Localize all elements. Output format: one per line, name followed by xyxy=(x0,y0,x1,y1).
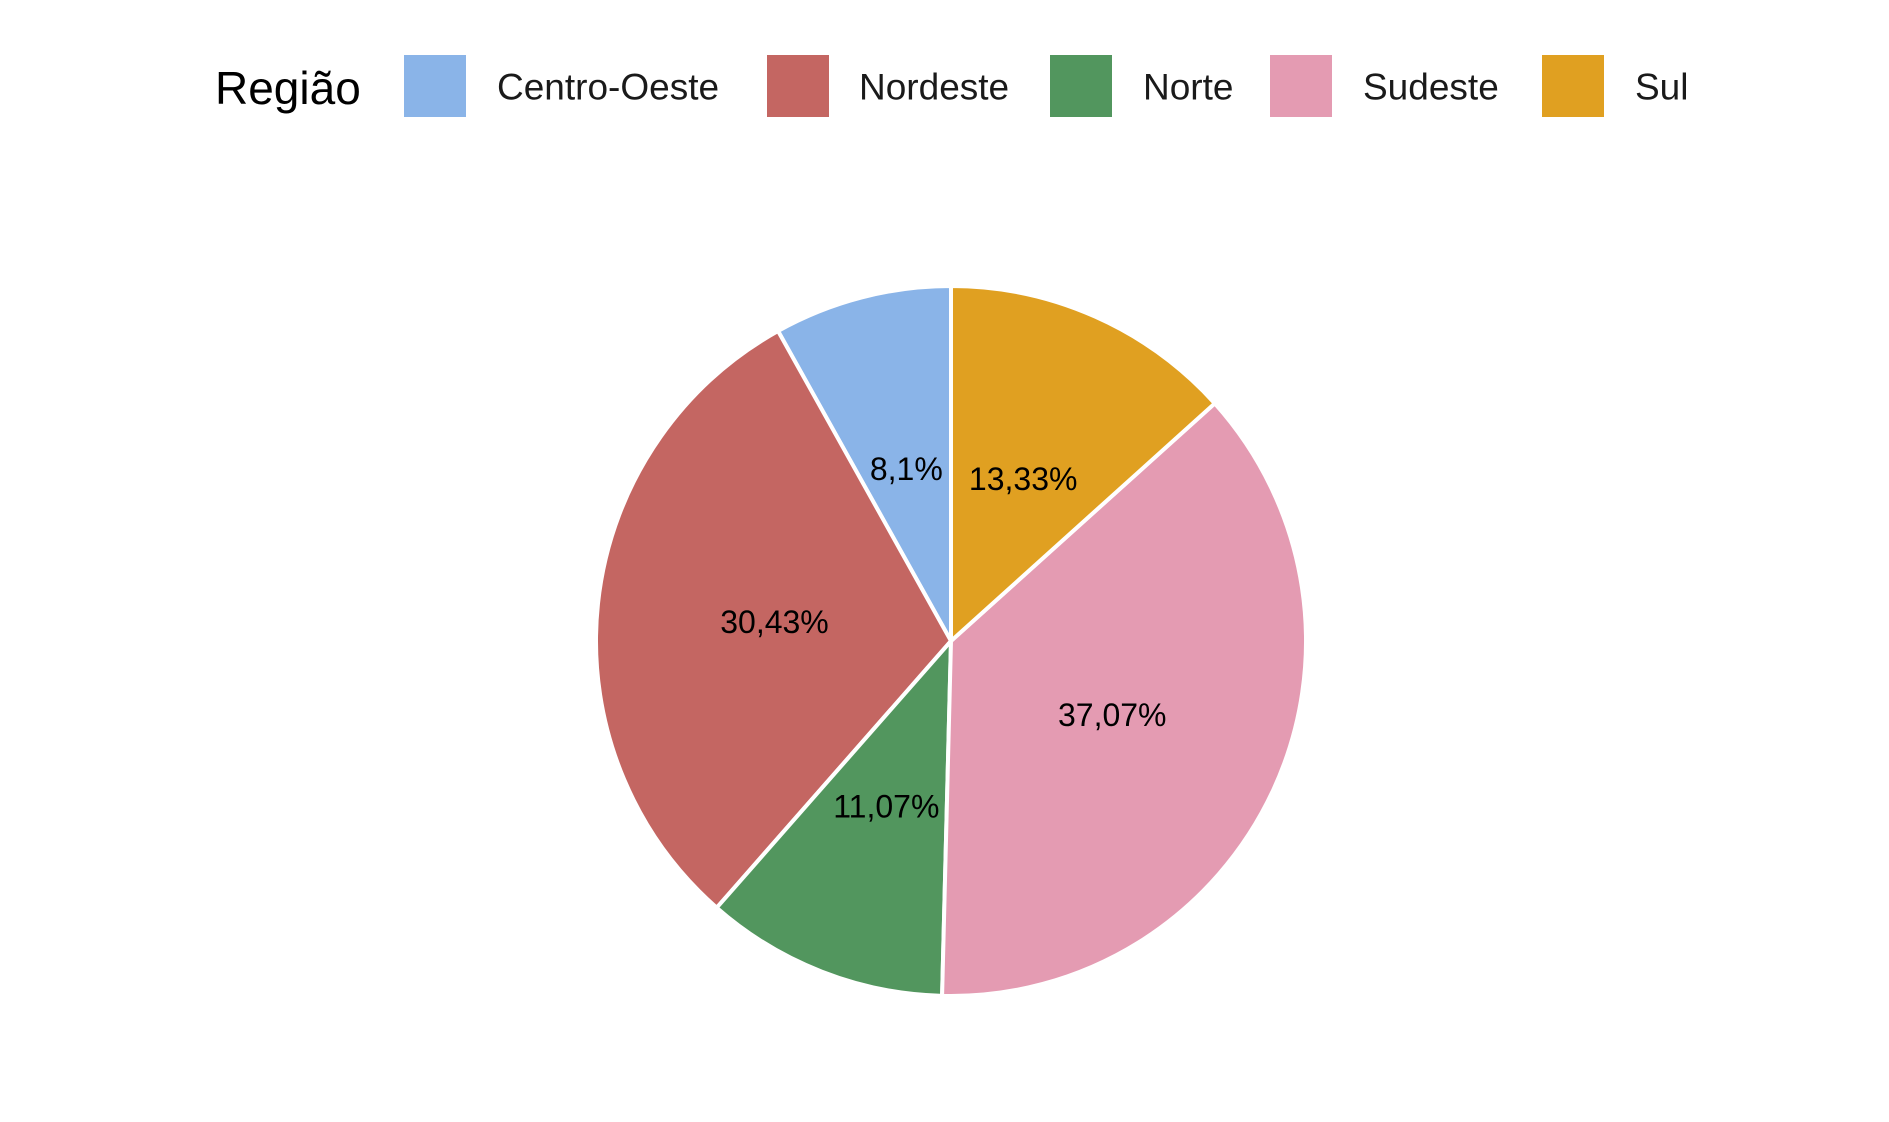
slice-label-norte: 11,07% xyxy=(833,788,939,824)
pie-slices xyxy=(594,284,1308,998)
legend-key-nordeste xyxy=(767,55,829,117)
legend-key-sudeste xyxy=(1270,55,1332,117)
legend: Região Centro-Oeste Nordeste Norte Sudeste S… xyxy=(215,55,1688,117)
legend-label-nordeste: Nordeste xyxy=(859,67,1009,108)
legend-label-norte: Norte xyxy=(1143,67,1233,108)
pie-slice-norte xyxy=(714,639,953,998)
legend-key-centro-oeste xyxy=(404,55,466,117)
slice-label-nordeste: 30,43% xyxy=(720,604,829,640)
legend-label-sul: Sul xyxy=(1635,67,1688,108)
pie-slice-centro-oeste xyxy=(776,284,953,643)
legend-label-sudeste: Sudeste xyxy=(1363,67,1499,108)
pie-slice-sudeste xyxy=(940,401,1308,998)
legend-key-norte xyxy=(1050,55,1112,117)
pie-slice-sul xyxy=(949,284,1217,643)
pie-labels: 8,1% 30,43% 11,07% 37,07% 13,33% xyxy=(720,451,1166,824)
slice-label-sul: 13,33% xyxy=(969,461,1078,497)
legend-key-sul xyxy=(1542,55,1604,117)
legend-title: Região xyxy=(215,62,361,114)
pie-slice-nordeste xyxy=(594,328,953,910)
slice-label-sudeste: 37,07% xyxy=(1058,697,1167,733)
legend-label-centro-oeste: Centro-Oeste xyxy=(497,67,719,108)
slice-label-centro-oeste: 8,1% xyxy=(870,451,943,487)
